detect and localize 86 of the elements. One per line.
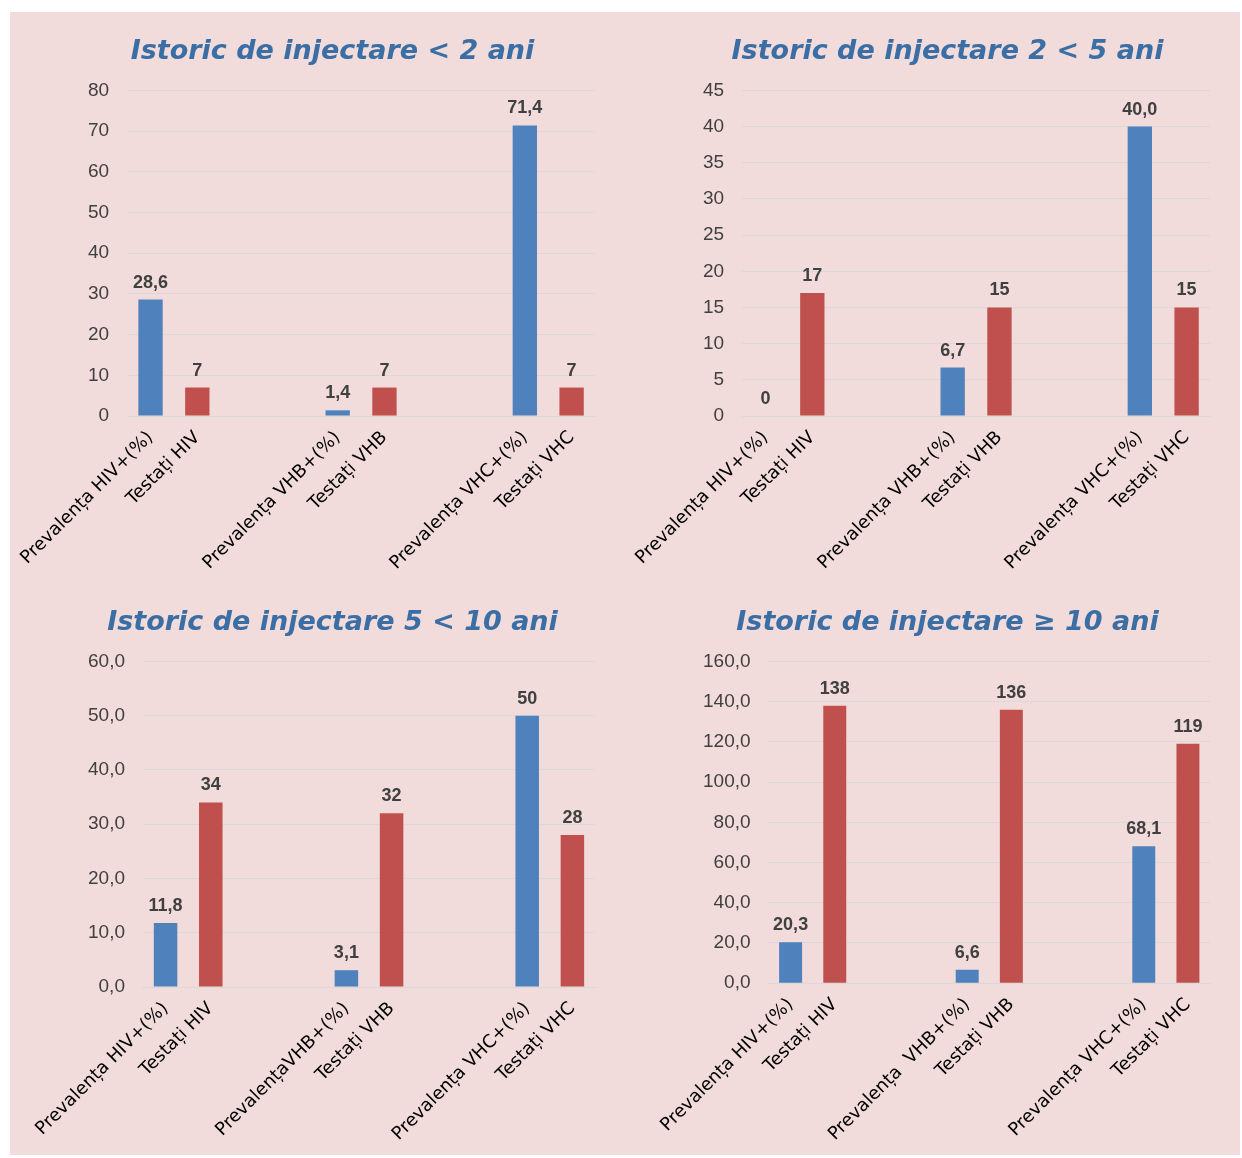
y-tick-label: 50 bbox=[87, 200, 110, 222]
y-tick-label: 10,0 bbox=[88, 921, 125, 942]
bar bbox=[372, 387, 397, 416]
data-label: 136 bbox=[996, 681, 1027, 702]
bar bbox=[515, 715, 539, 987]
data-label: 20,3 bbox=[773, 914, 809, 935]
y-tick-label: 60,0 bbox=[713, 850, 751, 872]
data-label: 7 bbox=[192, 359, 203, 380]
y-tick-label: 0,0 bbox=[98, 975, 125, 997]
chart-title: Istoric de injectare < 2 ani bbox=[130, 34, 536, 66]
data-label: 71,4 bbox=[507, 97, 543, 118]
bar bbox=[823, 705, 847, 983]
bar bbox=[559, 387, 584, 416]
y-tick-label: 30,0 bbox=[88, 812, 125, 834]
y-tick-label: 30 bbox=[87, 282, 110, 304]
data-label: 0 bbox=[760, 388, 771, 408]
chart-title: Istoric de injectare 5 < 10 ani bbox=[107, 605, 559, 637]
data-label: 6,6 bbox=[954, 941, 980, 962]
y-tick-label: 0,0 bbox=[724, 971, 751, 993]
y-tick-label: 160,0 bbox=[703, 649, 751, 671]
y-tick-label: 80 bbox=[87, 78, 110, 100]
bar bbox=[325, 410, 350, 416]
data-label: 6,7 bbox=[940, 339, 966, 360]
chart-title: Istoric de injectare ≥ 10 ani bbox=[736, 605, 1160, 637]
bar bbox=[800, 293, 825, 416]
y-tick-label: 0 bbox=[713, 404, 725, 426]
bar bbox=[779, 942, 803, 983]
data-label: 15 bbox=[1176, 279, 1197, 300]
data-label: 68,1 bbox=[1126, 818, 1162, 839]
y-tick-label: 5 bbox=[713, 368, 725, 390]
y-tick-label: 20 bbox=[702, 259, 725, 281]
y-tick-label: 20,0 bbox=[88, 866, 125, 888]
y-tick-label: 35 bbox=[702, 151, 725, 172]
bar bbox=[987, 307, 1012, 416]
data-label: 34 bbox=[200, 774, 221, 795]
y-tick-label: 70 bbox=[87, 119, 110, 141]
bar bbox=[1132, 846, 1156, 983]
data-label: 28,6 bbox=[133, 271, 169, 292]
y-tick-label: 30 bbox=[702, 187, 725, 209]
bar bbox=[199, 802, 223, 987]
bar bbox=[153, 922, 178, 987]
bar bbox=[560, 835, 585, 987]
bar bbox=[1127, 126, 1152, 416]
bar bbox=[999, 709, 1023, 983]
data-label: 32 bbox=[381, 785, 402, 806]
y-tick-label: 20 bbox=[87, 322, 110, 344]
y-tick-label: 60 bbox=[87, 160, 110, 182]
data-label: 7 bbox=[566, 359, 577, 380]
data-label: 40,0 bbox=[1122, 98, 1158, 119]
chart-title: Istoric de injectare 2 < 5 ani bbox=[731, 34, 1165, 66]
y-tick-label: 140,0 bbox=[703, 689, 751, 711]
bar bbox=[955, 969, 979, 983]
y-tick-label: 60,0 bbox=[88, 649, 125, 671]
bar bbox=[185, 387, 210, 416]
y-tick-label: 40,0 bbox=[88, 758, 125, 780]
y-tick-label: 100,0 bbox=[703, 770, 751, 792]
y-tick-label: 120,0 bbox=[703, 730, 751, 752]
y-tick-label: 0 bbox=[98, 404, 110, 426]
data-label: 138 bbox=[819, 677, 850, 698]
data-label: 1,4 bbox=[325, 382, 351, 403]
y-tick-label: 20,0 bbox=[713, 931, 751, 953]
bar bbox=[138, 299, 163, 416]
data-label: 119 bbox=[1173, 715, 1203, 736]
bar bbox=[334, 970, 359, 987]
data-label: 11,8 bbox=[148, 894, 183, 915]
y-tick-label: 25 bbox=[702, 223, 725, 245]
y-tick-label: 40 bbox=[702, 114, 725, 136]
y-tick-label: 45 bbox=[702, 78, 725, 100]
y-tick-label: 10 bbox=[702, 331, 725, 353]
y-tick-label: 80,0 bbox=[713, 810, 751, 832]
bar bbox=[512, 125, 537, 416]
y-tick-label: 40 bbox=[87, 241, 110, 263]
data-label: 28 bbox=[562, 807, 583, 828]
bar bbox=[379, 813, 404, 987]
data-label: 15 bbox=[989, 279, 1010, 300]
data-label: 50 bbox=[517, 687, 538, 708]
data-label: 3,1 bbox=[333, 942, 359, 963]
data-label: 17 bbox=[802, 264, 823, 285]
y-tick-label: 50,0 bbox=[88, 703, 125, 725]
y-tick-label: 15 bbox=[702, 295, 725, 317]
bar bbox=[1176, 743, 1200, 983]
bar bbox=[940, 367, 965, 416]
y-tick-label: 40,0 bbox=[713, 890, 751, 912]
y-tick-label: 10 bbox=[87, 363, 110, 385]
data-label: 7 bbox=[379, 359, 390, 380]
bar bbox=[1174, 307, 1199, 416]
